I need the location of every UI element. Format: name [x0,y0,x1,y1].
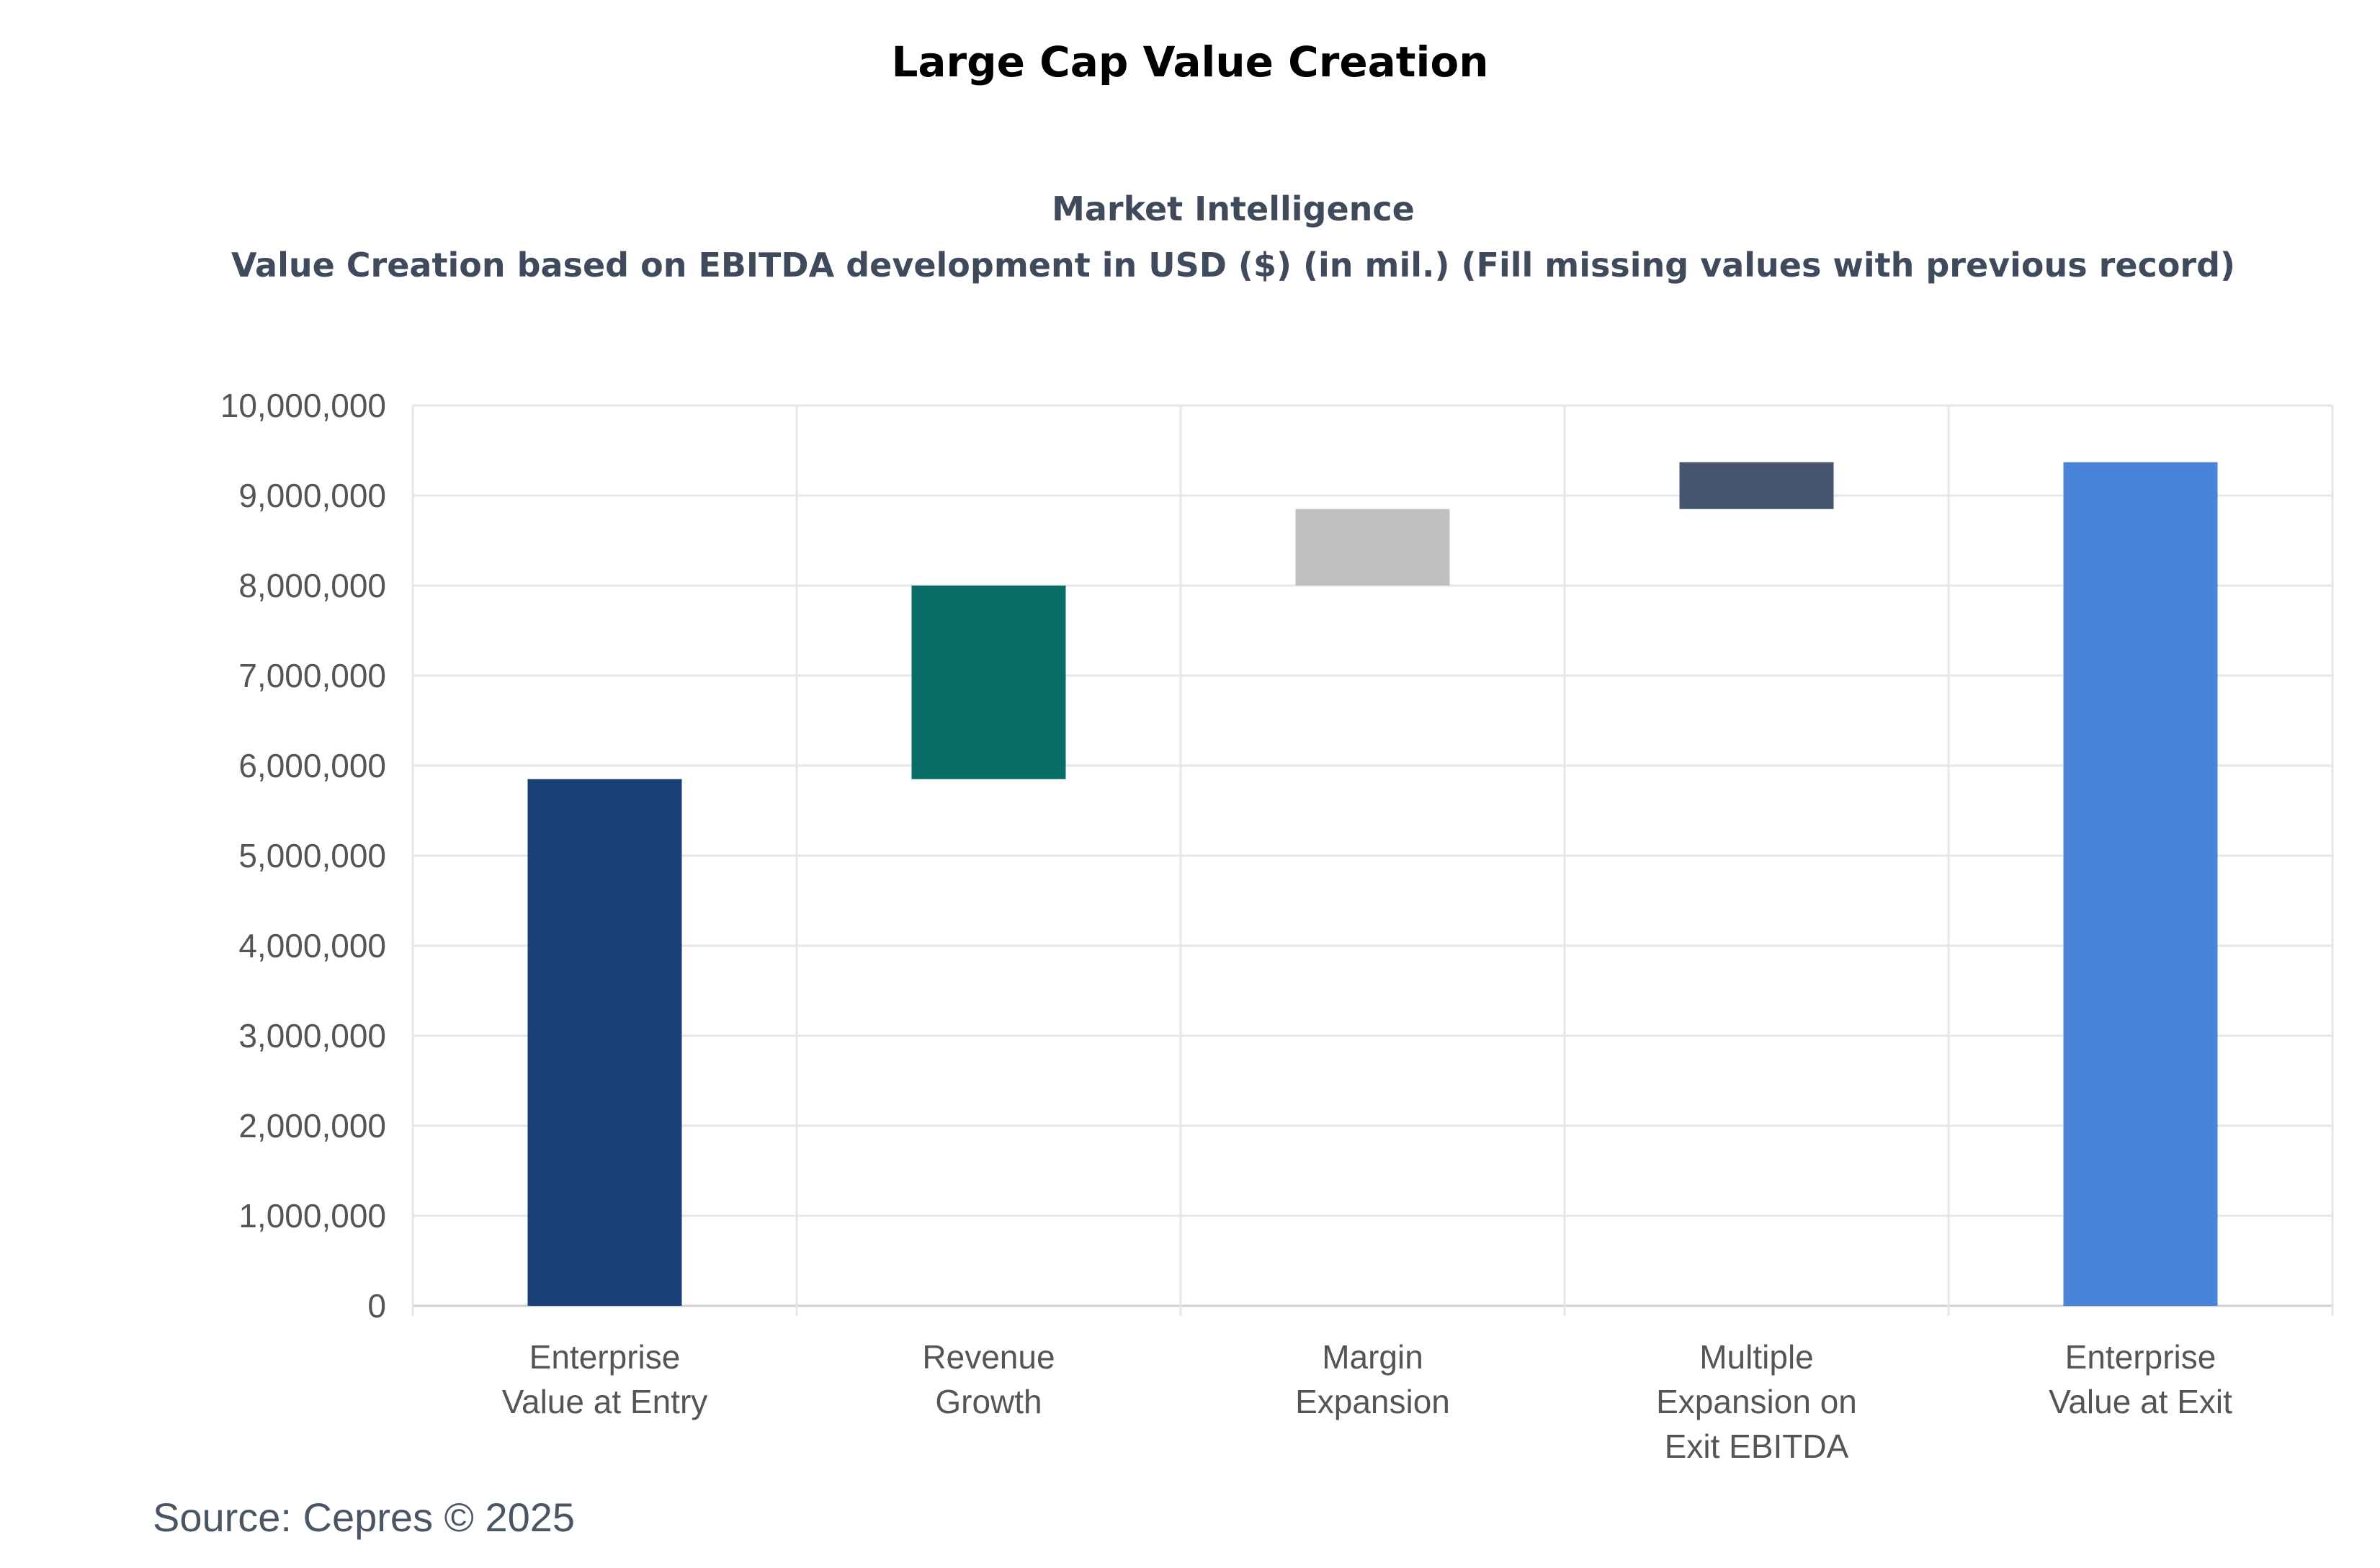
bar-multiple-expansion-on-exit-ebitda [1679,462,1834,509]
x-category-label: Multiple Expansion on Exit EBITDA [1656,1338,1857,1465]
x-category-label: Margin Expansion [1295,1338,1450,1420]
y-axis-ticks: 0 1,000,000 2,000,000 3,000,000 4,000,000 5,0… [220,387,386,1325]
y-tick-label: 7,000,000 [238,657,386,694]
bar-enterprise-value-at-entry [527,779,682,1306]
y-tick-label: 4,000,000 [238,927,386,964]
bar-revenue-growth [911,586,1066,779]
chart-subtitle: Value Creation based on EBITDA developme… [231,246,2235,285]
bar-enterprise-value-at-exit [2063,462,2218,1306]
y-tick-label: 5,000,000 [238,837,386,874]
source-note: Source: Cepres © 2025 [153,1495,576,1540]
chart-title: Market Intelligence [1052,189,1415,228]
page-title: Large Cap Value Creation [891,37,1489,86]
bar-margin-expansion [1295,509,1450,586]
x-axis-labels: Enterprise Value at Entry Revenue Growth Mar… [502,1338,2232,1465]
bars [527,462,2218,1306]
y-tick-label: 8,000,000 [238,567,386,604]
y-tick-label: 2,000,000 [238,1107,386,1144]
grid-lines [411,404,2334,1316]
y-tick-label: 6,000,000 [238,747,386,784]
x-category-label: Enterprise Value at Entry [502,1338,708,1420]
x-category-label: Enterprise Value at Exit [2049,1338,2232,1420]
y-tick-label: 9,000,000 [238,477,386,514]
y-tick-label: 0 [367,1287,386,1325]
y-tick-label: 3,000,000 [238,1017,386,1054]
y-tick-label: 1,000,000 [238,1197,386,1235]
y-tick-label: 10,000,000 [220,387,386,424]
x-category-label: Revenue Growth [922,1338,1055,1420]
